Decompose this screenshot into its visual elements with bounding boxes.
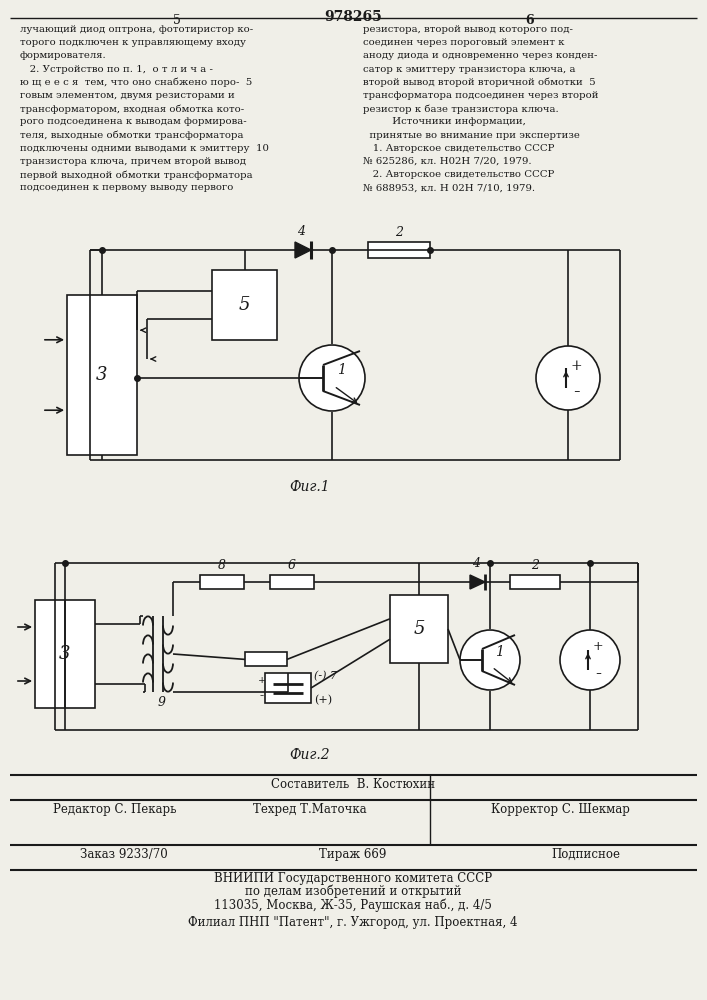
Circle shape: [560, 630, 620, 690]
Text: Фиг.1: Фиг.1: [290, 480, 330, 494]
Polygon shape: [470, 575, 485, 589]
Bar: [35, 600, 95, 708]
Text: первой выходной обмотки трансформатора: первой выходной обмотки трансформатора: [20, 170, 252, 180]
Text: резистор к базе транзистора ключа.: резистор к базе транзистора ключа.: [363, 104, 559, 114]
Text: формирователя.: формирователя.: [20, 51, 107, 60]
Text: подсоединен к первому выводу первого: подсоединен к первому выводу первого: [20, 183, 233, 192]
Text: 5: 5: [173, 14, 181, 27]
Text: (-) 7: (-) 7: [314, 671, 337, 681]
Text: трансформатора подсоединен через второй: трансформатора подсоединен через второй: [363, 91, 599, 100]
Text: 2: 2: [395, 226, 403, 239]
Text: -: -: [573, 383, 579, 401]
Text: 9: 9: [158, 696, 166, 709]
Text: говым элементом, двумя резисторами и: говым элементом, двумя резисторами и: [20, 91, 235, 100]
Text: 2: 2: [531, 559, 539, 572]
Text: подключены одними выводами к эмиттеру  10: подключены одними выводами к эмиттеру 10: [20, 144, 269, 153]
Text: 1: 1: [337, 363, 346, 377]
Text: второй вывод второй вторичной обмотки  5: второй вывод второй вторичной обмотки 5: [363, 78, 595, 87]
Polygon shape: [295, 242, 311, 258]
Text: 5: 5: [239, 296, 250, 314]
Bar: [390, 595, 448, 663]
Text: 2. Авторское свидетельство СССР: 2. Авторское свидетельство СССР: [363, 170, 554, 179]
Text: № 688953, кл. Н 02Н 7/10, 1979.: № 688953, кл. Н 02Н 7/10, 1979.: [363, 183, 535, 192]
Text: 2. Устройство по п. 1,  о т л и ч а -: 2. Устройство по п. 1, о т л и ч а -: [20, 65, 213, 74]
Circle shape: [460, 630, 520, 690]
Bar: [510, 575, 560, 589]
Bar: [200, 575, 244, 589]
Text: +: +: [592, 641, 603, 654]
Text: +: +: [570, 359, 582, 373]
Bar: [270, 575, 314, 589]
Text: 6: 6: [526, 14, 534, 27]
Text: Составитель  В. Костюхин: Составитель В. Костюхин: [271, 778, 435, 791]
Text: по делам изобретений и открытий: по делам изобретений и открытий: [245, 885, 461, 898]
Text: -: -: [260, 689, 264, 702]
Text: торого подключен к управляющему входу: торого подключен к управляющему входу: [20, 38, 246, 47]
Text: ВНИИПИ Государственного комитета СССР: ВНИИПИ Государственного комитета СССР: [214, 872, 492, 885]
Text: 3: 3: [96, 366, 107, 384]
Text: Корректор С. Шекмар: Корректор С. Шекмар: [491, 803, 629, 816]
Bar: [368, 242, 430, 258]
Text: +: +: [258, 676, 266, 685]
Text: ю щ е е с я  тем, что оно снабжено поро-  5: ю щ е е с я тем, что оно снабжено поро- …: [20, 78, 252, 87]
Text: трансформатором, входная обмотка кото-: трансформатором, входная обмотка кото-: [20, 104, 244, 114]
Text: аноду диода и одновременно через конден-: аноду диода и одновременно через конден-: [363, 51, 597, 60]
Text: Редактор С. Пекарь: Редактор С. Пекарь: [53, 803, 177, 816]
Text: Подписное: Подписное: [551, 848, 620, 861]
Text: 978265: 978265: [324, 10, 382, 24]
Text: Филиал ПНП "Патент", г. Ужгород, ул. Проектная, 4: Филиал ПНП "Патент", г. Ужгород, ул. Про…: [188, 916, 518, 929]
Text: Источники информации,: Источники информации,: [363, 117, 526, 126]
Bar: [245, 652, 287, 666]
Text: Тираж 669: Тираж 669: [320, 848, 387, 861]
Text: рого подсоединена к выводам формирова-: рого подсоединена к выводам формирова-: [20, 117, 247, 126]
Text: лучающий диод оптрона, фототиристор ко-: лучающий диод оптрона, фототиристор ко-: [20, 25, 253, 34]
Text: Фиг.2: Фиг.2: [290, 748, 330, 762]
Text: 113035, Москва, Ж-35, Раушская наб., д. 4/5: 113035, Москва, Ж-35, Раушская наб., д. …: [214, 898, 492, 912]
Text: -: -: [595, 665, 601, 683]
Circle shape: [299, 345, 365, 411]
Text: 8: 8: [218, 559, 226, 572]
Text: 4: 4: [297, 225, 305, 238]
Text: № 625286, кл. Н02Н 7/20, 1979.: № 625286, кл. Н02Н 7/20, 1979.: [363, 157, 532, 166]
Circle shape: [536, 346, 600, 410]
Text: Техред Т.Маточка: Техред Т.Маточка: [253, 803, 367, 816]
Text: (+): (+): [314, 695, 332, 705]
Text: 1. Авторское свидетельство СССР: 1. Авторское свидетельство СССР: [363, 144, 554, 153]
Bar: [212, 270, 277, 340]
Text: 3: 3: [59, 645, 71, 663]
Text: 4: 4: [472, 557, 480, 570]
Text: Заказ 9233/70: Заказ 9233/70: [80, 848, 168, 861]
Text: 1: 1: [495, 645, 504, 659]
Bar: [67, 295, 137, 455]
Text: резистора, второй вывод которого под-: резистора, второй вывод которого под-: [363, 25, 573, 34]
Text: теля, выходные обмотки трансформатора: теля, выходные обмотки трансформатора: [20, 131, 243, 140]
Bar: [265, 673, 311, 703]
Text: соединен через пороговый элемент к: соединен через пороговый элемент к: [363, 38, 564, 47]
Text: принятые во внимание при экспертизе: принятые во внимание при экспертизе: [363, 131, 580, 140]
Text: 6: 6: [288, 559, 296, 572]
Text: транзистора ключа, причем второй вывод: транзистора ключа, причем второй вывод: [20, 157, 246, 166]
Text: сатор к эмиттеру транзистора ключа, а: сатор к эмиттеру транзистора ключа, а: [363, 65, 575, 74]
Text: 5: 5: [414, 620, 425, 638]
